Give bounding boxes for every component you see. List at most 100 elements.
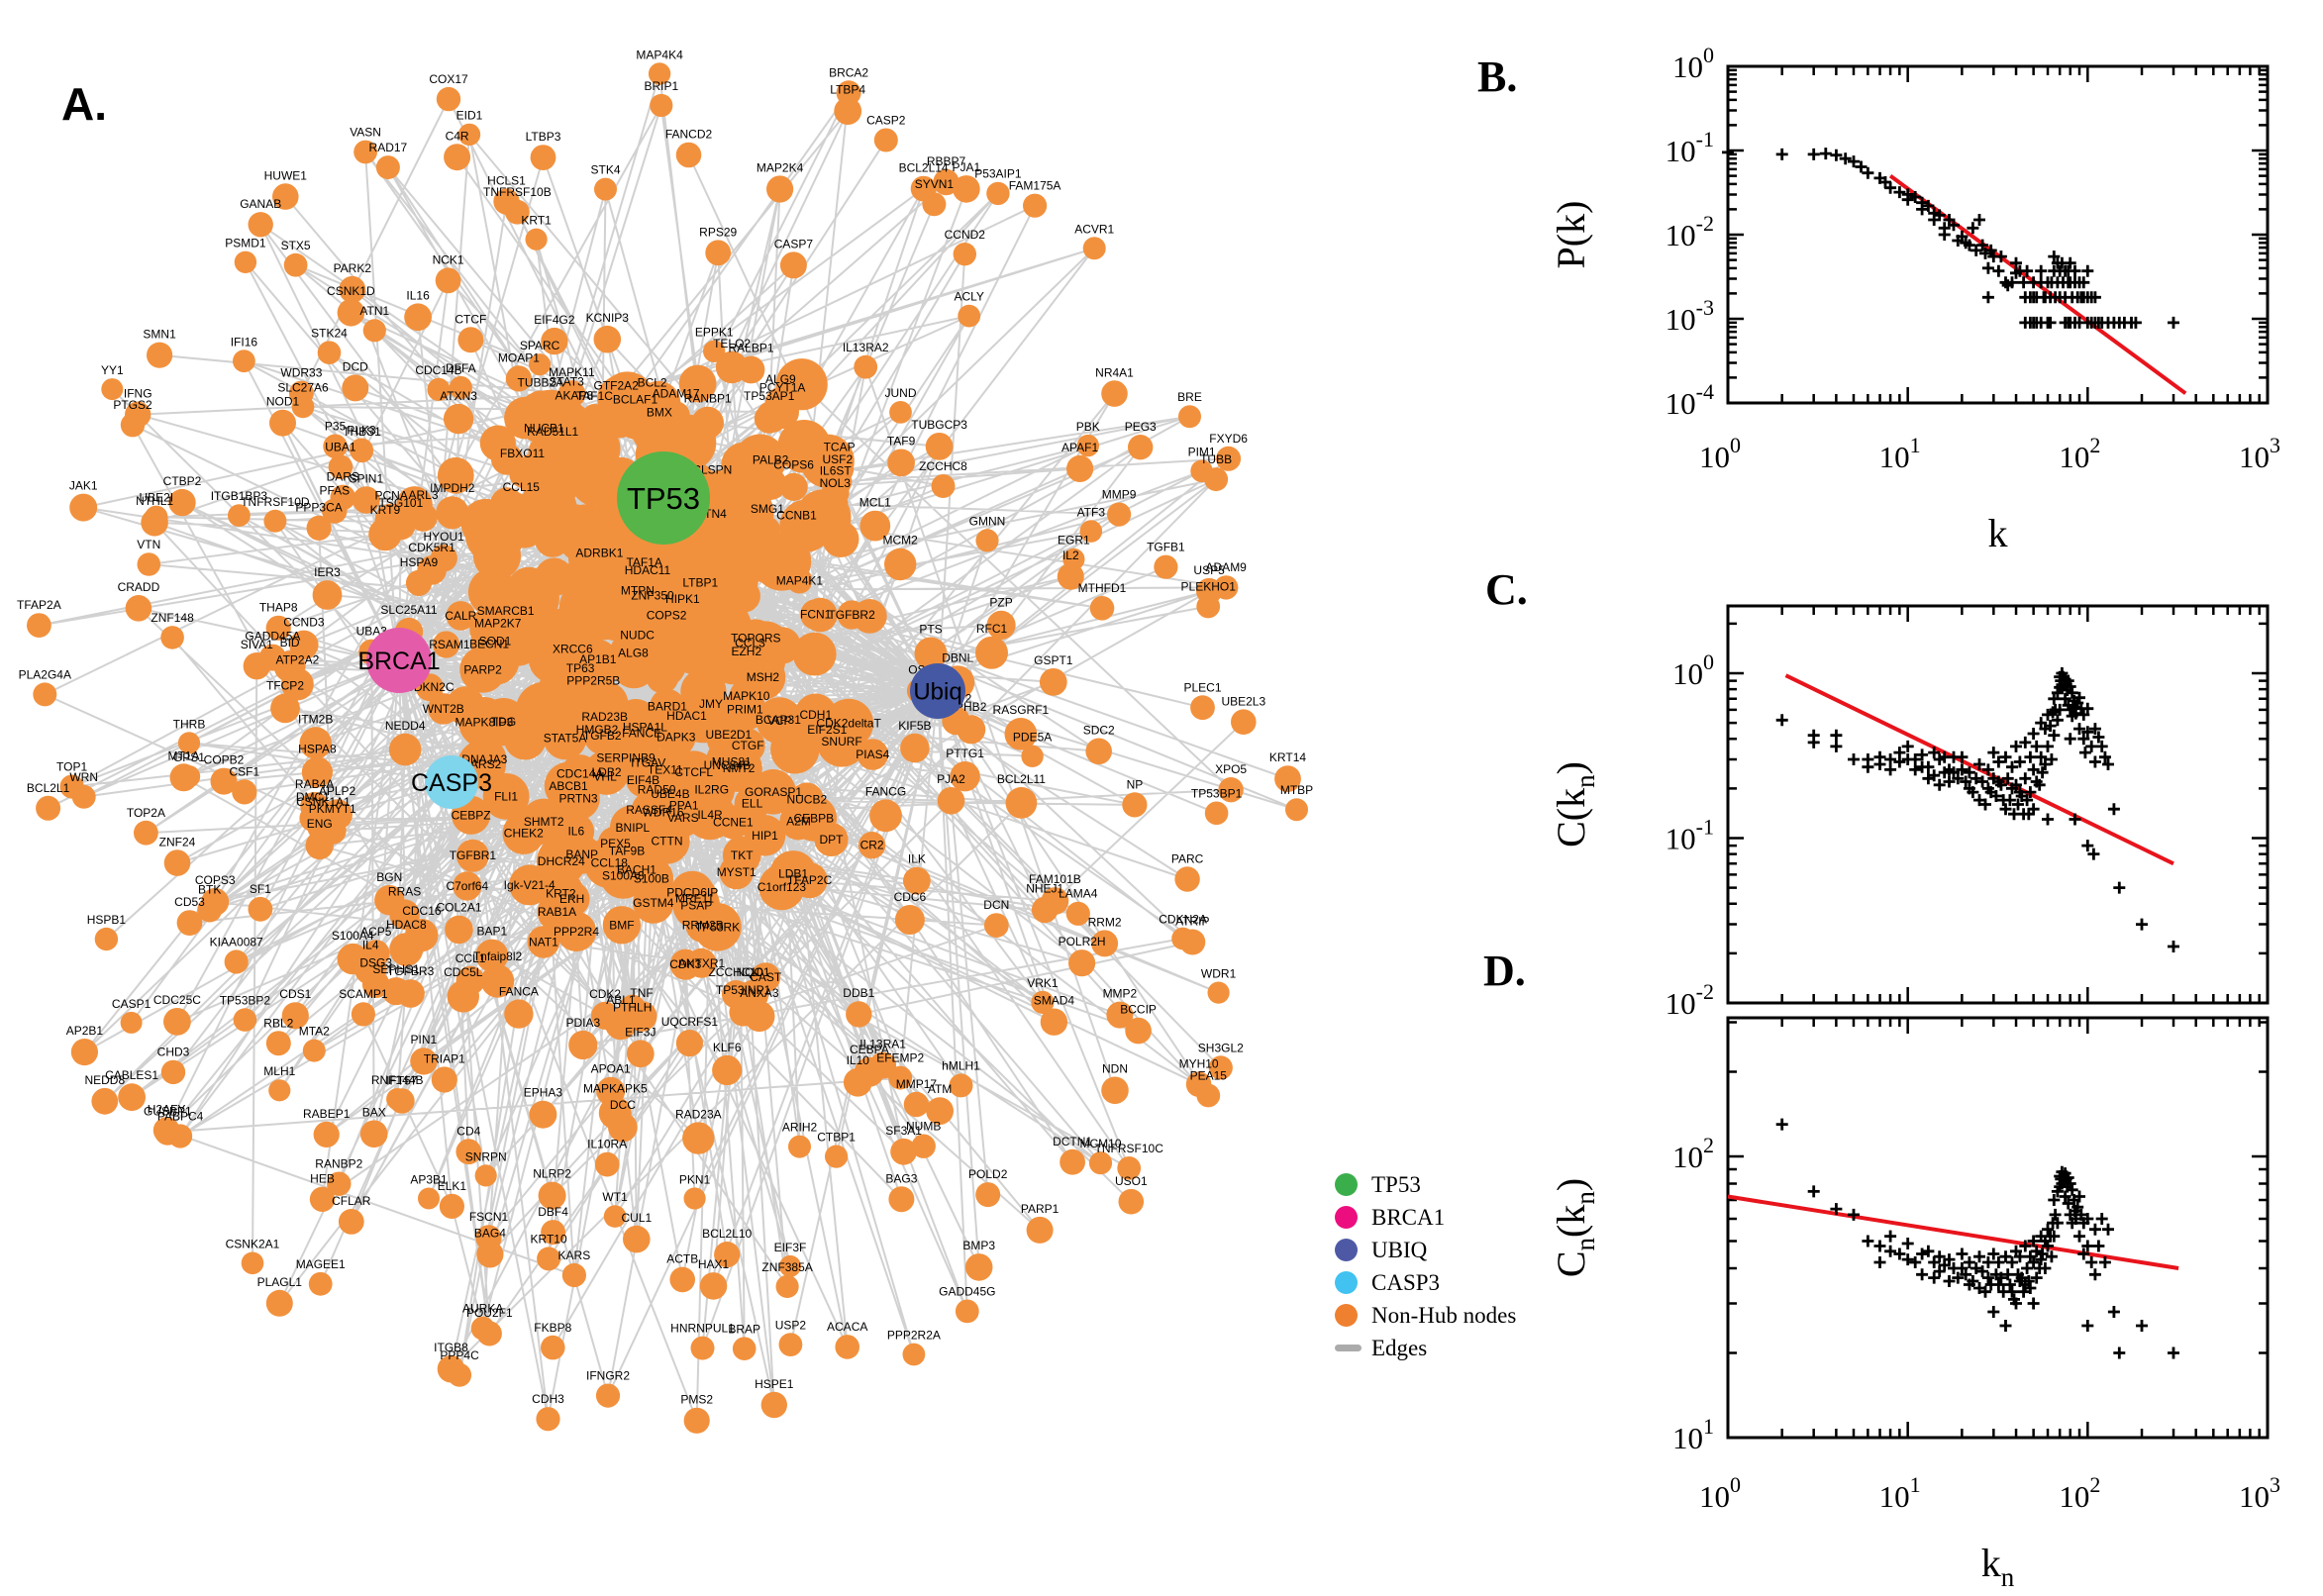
tick-label: 103 xyxy=(2239,433,2280,474)
network-node xyxy=(354,140,377,164)
gene-label: TOPORS xyxy=(731,631,780,645)
network-node xyxy=(775,358,828,411)
gene-label: TGFB1 xyxy=(1147,541,1185,554)
gene-label: ITGAV xyxy=(631,756,665,770)
gene-label: C4R xyxy=(446,129,469,143)
network-node xyxy=(322,799,353,831)
network-node xyxy=(648,578,680,611)
network-node xyxy=(1040,1008,1068,1036)
network-node xyxy=(1216,446,1242,471)
network-node xyxy=(1179,929,1206,955)
network-node xyxy=(682,1122,715,1154)
gene-label: POU2F1 xyxy=(466,1306,513,1320)
network-node xyxy=(228,504,251,527)
gene-label: MOAP1 xyxy=(498,350,540,364)
network-node xyxy=(703,340,726,362)
gene-label: DHCR24 xyxy=(538,854,585,868)
network-node xyxy=(443,403,474,435)
gene-label: CEBPA xyxy=(850,1043,889,1056)
network-node xyxy=(210,767,238,795)
gene-label: ZNF385A xyxy=(761,1260,812,1274)
gene-label: COPS6 xyxy=(773,458,814,472)
gene-label: CSF1 xyxy=(229,764,259,778)
gene-label: CCL15 xyxy=(503,480,541,494)
network-node xyxy=(339,275,366,303)
gene-label: PCNA xyxy=(375,489,408,503)
network-node xyxy=(475,939,509,972)
network-node xyxy=(1031,896,1059,924)
gene-label: TAF1A xyxy=(626,555,661,569)
gene-label: EIF3F xyxy=(774,1241,807,1254)
network-node xyxy=(888,1186,915,1213)
network-node xyxy=(313,1121,340,1147)
gene-label: NOL3 xyxy=(820,476,852,490)
network-node xyxy=(525,228,548,250)
gene-label: MTA2 xyxy=(299,1025,330,1039)
network-node xyxy=(302,1039,326,1062)
network-node xyxy=(744,1000,775,1033)
gene-label: PIN1 xyxy=(411,1033,438,1047)
gene-label: AURKA xyxy=(462,1302,503,1316)
legend-item-ubiq: UBIQ xyxy=(1335,1234,1516,1266)
network-node xyxy=(903,1091,930,1118)
network-node xyxy=(163,849,191,876)
gene-label: RAB4A xyxy=(295,777,334,791)
gene-label: TOP1 xyxy=(56,759,87,773)
gene-label: BNIPL xyxy=(616,821,651,835)
network-node xyxy=(926,1097,954,1125)
panel-d-label: D. xyxy=(1483,947,1526,995)
network-node xyxy=(933,168,960,196)
gene-label: PLAGL1 xyxy=(257,1275,303,1289)
gene-label: ZNF24 xyxy=(159,835,196,848)
axis-ticks xyxy=(1726,606,2270,1005)
gene-label: LTBP4 xyxy=(830,82,865,96)
tick-label: 100 xyxy=(1672,43,1714,84)
gene-label: PJA2 xyxy=(937,772,965,786)
gene-label: TAF1C xyxy=(576,389,613,403)
tick-label: 10-3 xyxy=(1666,295,1714,337)
gene-label: ABL1 xyxy=(606,993,636,1007)
gene-label: UBE2L3 xyxy=(1221,694,1265,708)
gene-label: MAPK11 xyxy=(549,365,595,379)
gene-label: ACACA xyxy=(827,1320,867,1334)
gene-label: PEG3 xyxy=(1125,420,1157,434)
gene-label: PSMD1 xyxy=(225,237,266,250)
network-node xyxy=(631,792,667,828)
gene-label: CTCFL xyxy=(674,765,713,779)
network-node xyxy=(1274,765,1301,792)
gene-label: BID xyxy=(280,636,300,649)
gene-label: THRB xyxy=(173,717,206,731)
gene-label: XRCC6 xyxy=(553,642,593,655)
gene-label: TNF xyxy=(630,986,653,1000)
gene-label: ATXN3 xyxy=(440,389,477,403)
gene-label: CDKN2A xyxy=(1159,913,1207,927)
gene-label: IL4 xyxy=(362,938,379,951)
tick-label: 10-4 xyxy=(1666,379,1714,421)
network-node xyxy=(902,1343,926,1366)
gene-label: TUBB2A xyxy=(518,375,564,389)
gene-label: USF2 xyxy=(822,452,853,466)
network-node xyxy=(176,910,203,936)
network-node xyxy=(490,443,524,475)
network-node xyxy=(706,550,746,590)
network-node xyxy=(1101,380,1128,407)
network-node xyxy=(263,509,287,533)
network-node xyxy=(388,733,422,766)
gene-label: UBE2D1 xyxy=(706,728,753,742)
network-node xyxy=(418,1187,440,1210)
network-node xyxy=(70,1039,98,1066)
gene-label: CCND2 xyxy=(945,228,986,242)
network-node xyxy=(405,919,439,952)
network-node xyxy=(788,1135,811,1158)
legend-item-tp53: TP53 xyxy=(1335,1168,1516,1201)
gene-label: COL2A1 xyxy=(436,901,481,915)
gene-label: PTHLH xyxy=(613,1001,652,1015)
network-node xyxy=(163,1008,191,1036)
tp53-dot-icon xyxy=(1335,1173,1358,1196)
network-node xyxy=(950,761,980,792)
gene-label: PLA2G4A xyxy=(19,667,71,681)
tick-label: 101 xyxy=(1879,433,1921,474)
gene-label: UNC84B xyxy=(704,758,751,772)
gene-label: RFC1 xyxy=(976,622,1008,636)
gene-label: CDC14B xyxy=(415,363,461,377)
